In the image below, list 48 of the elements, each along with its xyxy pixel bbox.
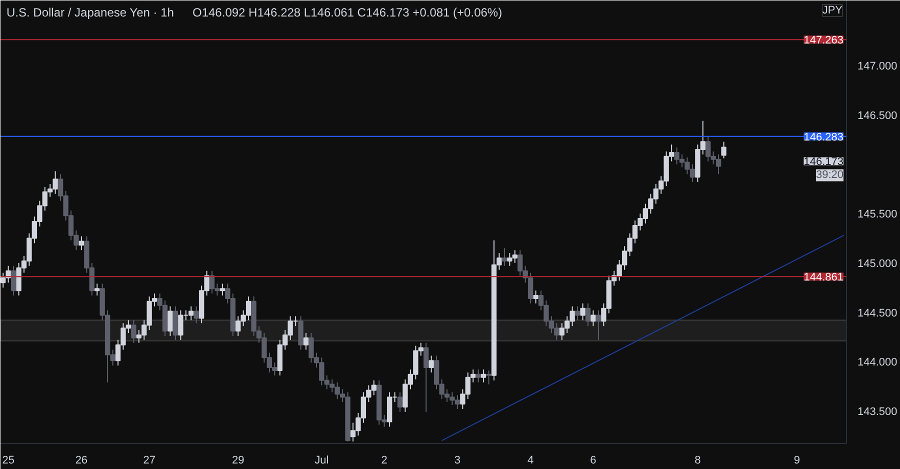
candlestick: [397, 392, 403, 412]
candlestick: [424, 342, 429, 412]
ref-line-label: 146.283: [804, 131, 844, 144]
candlestick: [486, 370, 492, 385]
x-tick-label: 9: [794, 454, 800, 466]
x-tick-label: 25: [2, 454, 14, 466]
candlestick: [480, 369, 486, 383]
candlestick: [502, 248, 508, 266]
y-tick-label: 144.000: [858, 356, 898, 369]
candlestick: [585, 302, 591, 327]
candlestick: [131, 320, 136, 344]
x-tick-label: 3: [454, 454, 461, 466]
candlestick: [574, 306, 580, 321]
y-tick-label: 145.000: [858, 258, 898, 270]
candlestick: [721, 141, 726, 159]
candlestick: [590, 310, 596, 327]
chart-title: U.S. Dollar / Japanese Yen · 1h: [6, 6, 174, 20]
candlestick: [168, 306, 173, 336]
candlestick: [298, 316, 304, 350]
candlestick: [172, 306, 178, 340]
x-tick-label: 27: [143, 454, 156, 466]
candlestick: [428, 355, 434, 373]
y-tick-label: 146.500: [858, 110, 898, 122]
x-tick-label: Jul: [314, 454, 329, 466]
x-tick-label: 8: [694, 454, 701, 466]
y-tick-label: 145.500: [858, 208, 898, 221]
y-tick-label: 147.000: [858, 60, 898, 73]
candlestick: [94, 283, 100, 296]
chart-subtitle: O146.092 H146.228 L146.061 C146.173 +0.081 (+0.06%): [192, 6, 502, 20]
candlestick: [220, 283, 226, 296]
candlestick: [533, 290, 538, 304]
annotation: JPY: [822, 4, 844, 16]
annotation: 146.173: [804, 156, 844, 168]
x-tick-label: 6: [590, 454, 596, 466]
x-tick-label: 29: [232, 454, 244, 466]
candlestick: [596, 310, 602, 340]
x-tick-label: 2: [381, 454, 388, 466]
candlestick: [476, 369, 481, 383]
candlestick: [580, 302, 586, 321]
y-tick-label: 143.500: [858, 406, 898, 418]
x-tick-label: 26: [75, 454, 88, 466]
candlestick: [303, 332, 309, 350]
candlestick: [78, 236, 84, 251]
candlestick: [194, 306, 199, 324]
x-tick-label: 4: [527, 454, 534, 466]
annotation: 39:20: [816, 169, 844, 182]
candlestick: [10, 265, 16, 296]
y-tick-label: 144.500: [858, 307, 898, 320]
